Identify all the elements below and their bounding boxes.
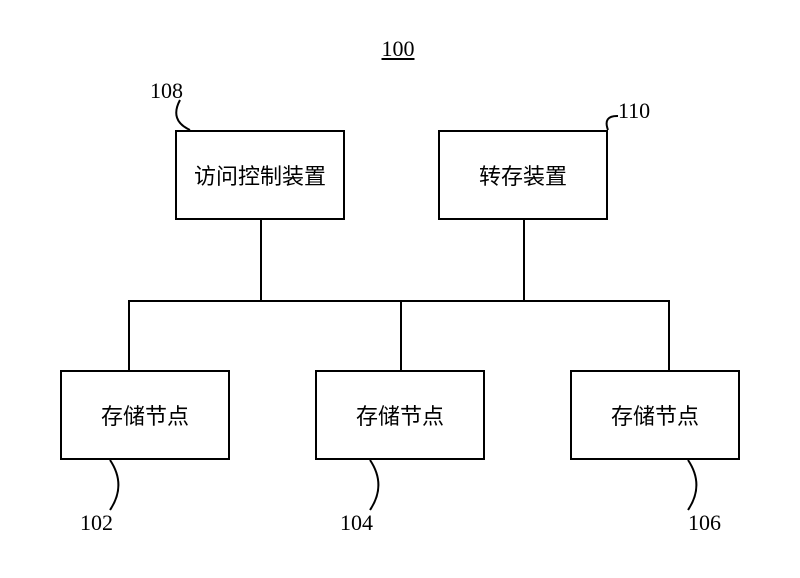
diagram-canvas: 100访问控制装置108转存装置110存储节点102存储节点104存储节点106 <box>0 0 800 578</box>
leader-line <box>0 0 800 578</box>
